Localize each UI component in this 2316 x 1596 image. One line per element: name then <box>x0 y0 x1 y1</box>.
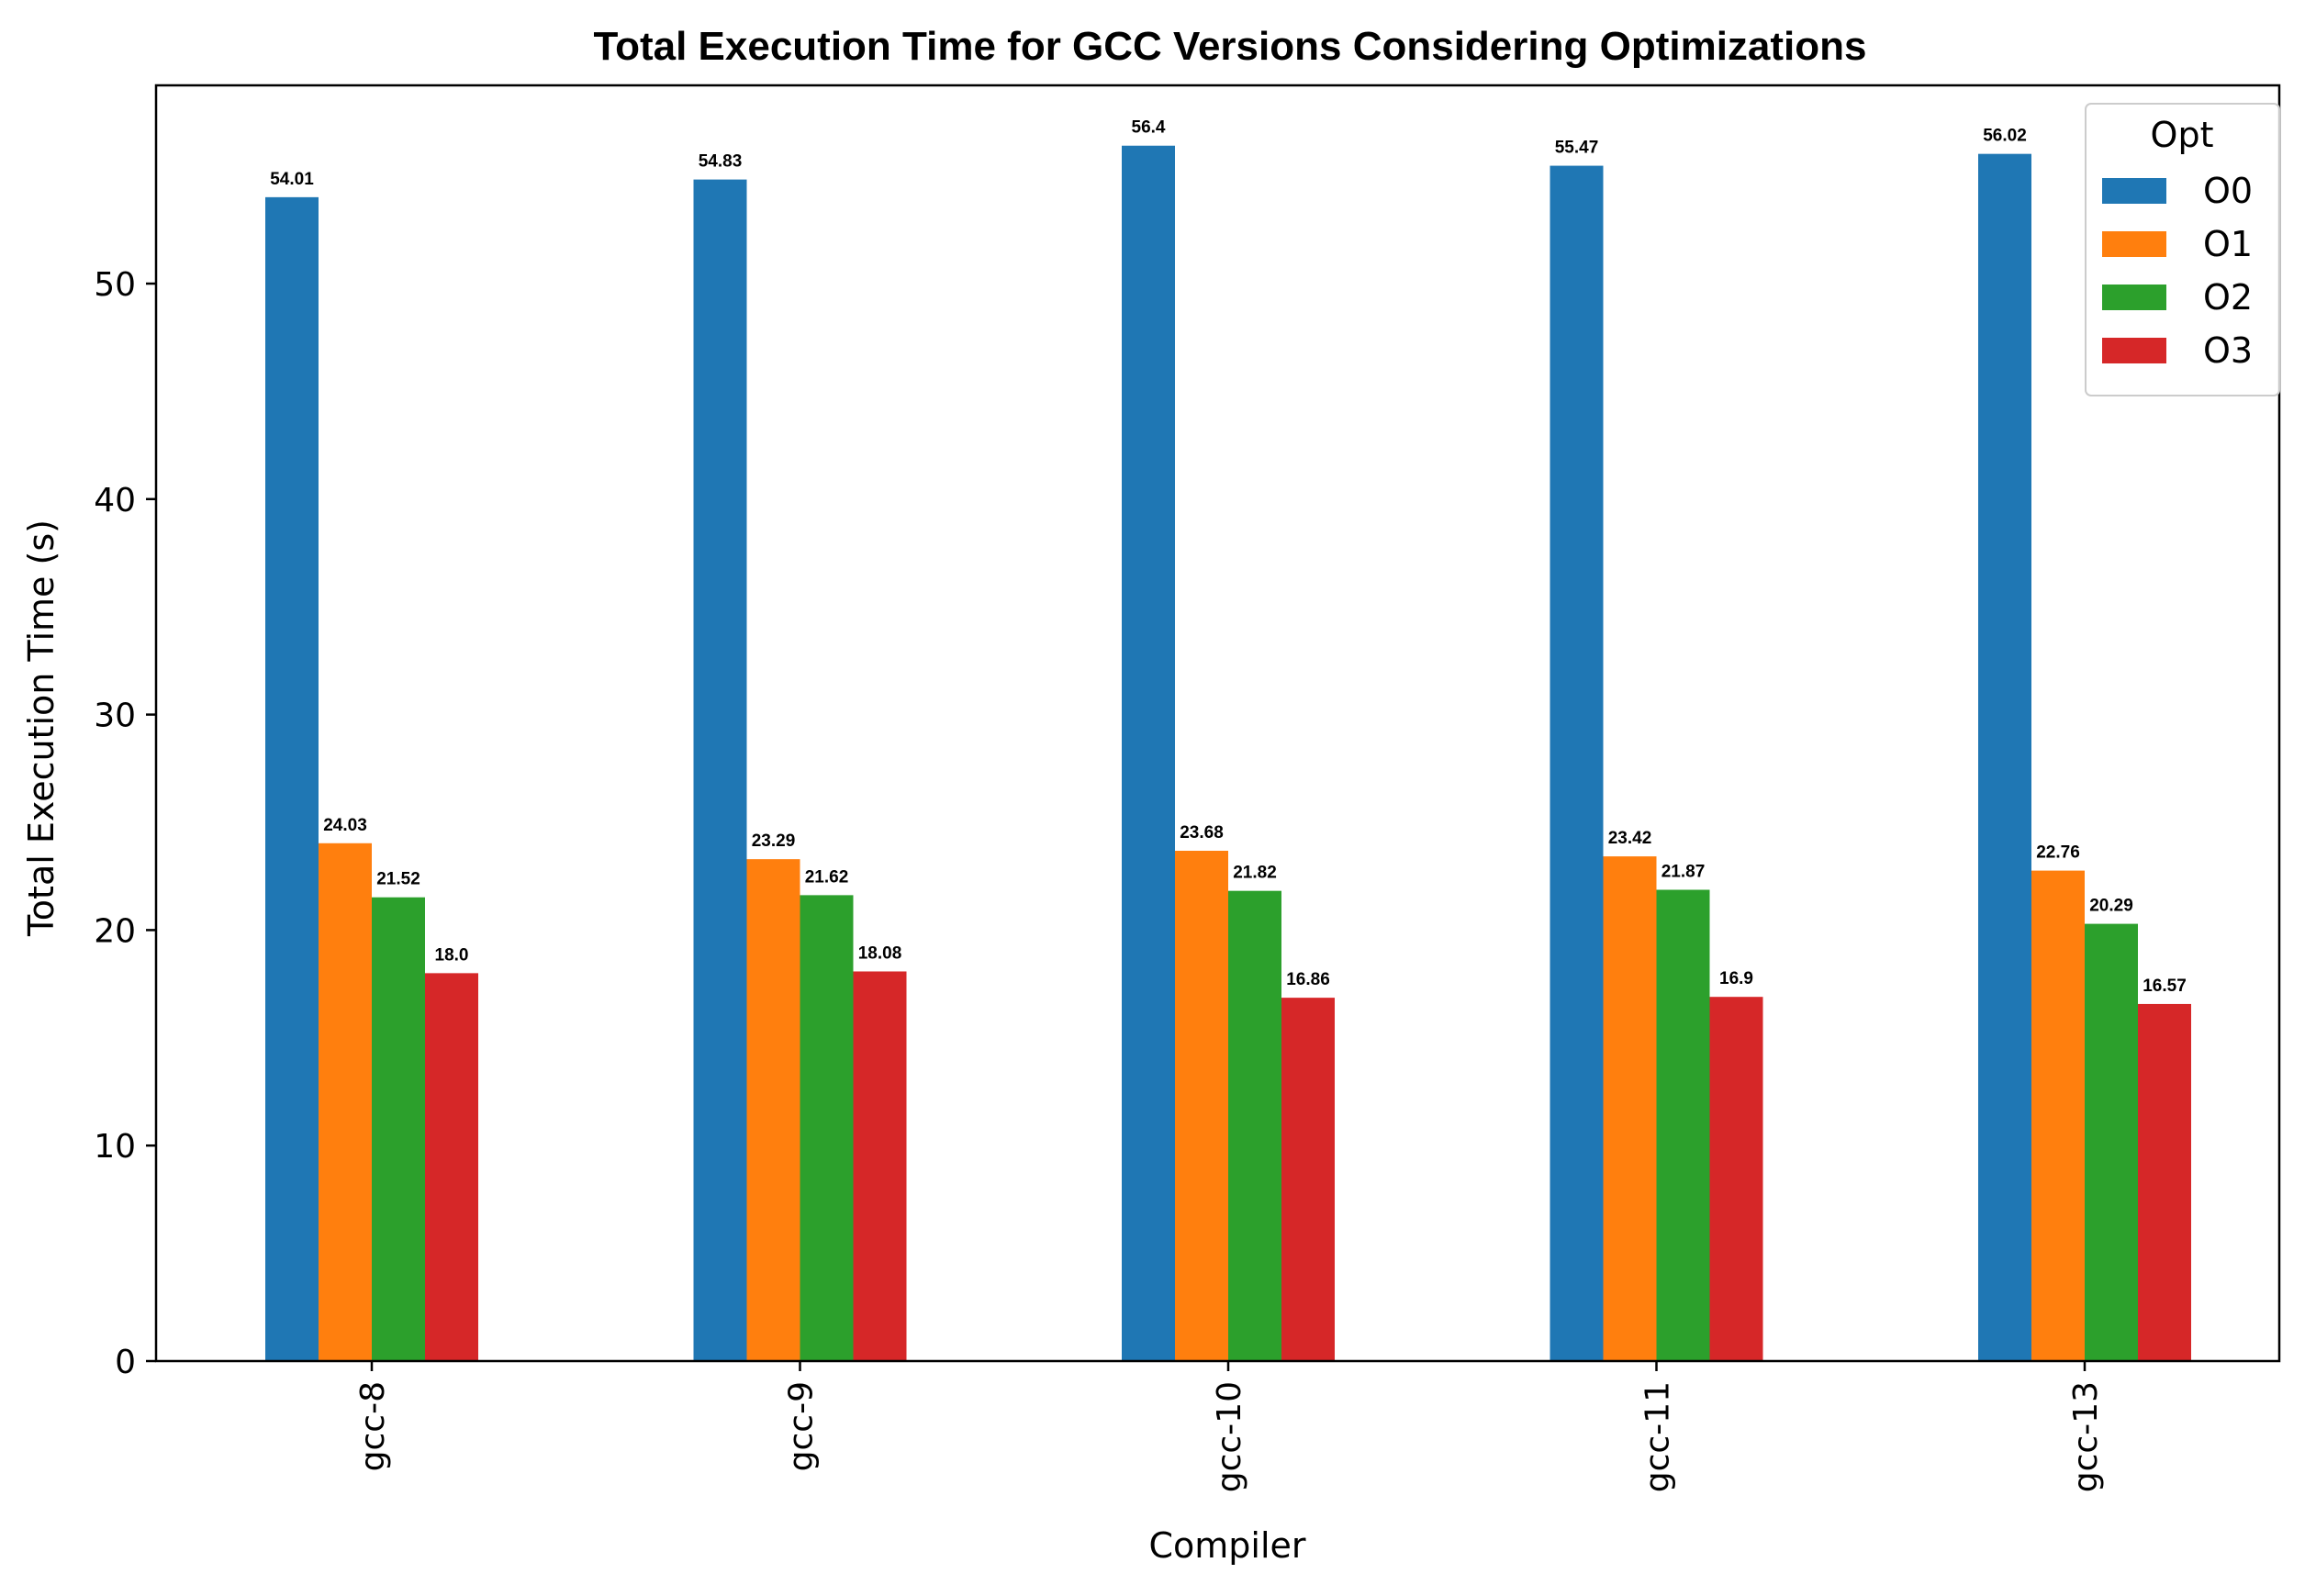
data-label-O1-gcc-10: 23.68 <box>1180 823 1224 843</box>
bar-O2-gcc-11 <box>1656 889 1710 1361</box>
bar-O3-gcc-11 <box>1709 997 1763 1361</box>
bar-O3-gcc-10 <box>1281 998 1335 1361</box>
data-label-O1-gcc-8: 24.03 <box>323 816 367 835</box>
bar-O0-gcc-8 <box>265 196 319 1361</box>
chart-title: Total Execution Time for GCC Versions Co… <box>593 24 1866 69</box>
x-tick-label-gcc-11: gcc-11 <box>1639 1381 1677 1492</box>
y-tick-label: 20 <box>94 912 136 950</box>
bar-O1-gcc-10 <box>1175 851 1228 1361</box>
legend-title: Opt <box>2151 115 2214 155</box>
data-label-O3-gcc-10: 16.86 <box>1286 970 1330 989</box>
data-label-O2-gcc-9: 21.62 <box>805 867 849 887</box>
bar-O3-gcc-8 <box>425 973 478 1361</box>
data-label-O2-gcc-10: 21.82 <box>1233 864 1277 883</box>
data-label-O3-gcc-9: 18.08 <box>858 943 902 963</box>
x-tick-label-gcc-10: gcc-10 <box>1211 1381 1248 1492</box>
data-labels-layer: 54.01 54.83 56.4 55.47 56.02 24.03 23.29 23.68 2… <box>270 118 2187 996</box>
legend-swatch-O1 <box>2102 231 2166 257</box>
plot-frame <box>154 84 2281 1363</box>
legend-swatch-O2 <box>2102 285 2166 310</box>
bar-O1-gcc-13 <box>2031 870 2085 1361</box>
y-tick-label: 50 <box>94 266 136 304</box>
legend: Opt O0 O1 O2 O3 <box>2085 103 2280 396</box>
data-label-O1-gcc-9: 23.29 <box>752 831 796 851</box>
data-label-O1-gcc-11: 23.42 <box>1608 829 1652 848</box>
data-label-O0-gcc-9: 54.83 <box>699 152 743 172</box>
data-label-O3-gcc-11: 16.9 <box>1719 969 1753 988</box>
data-label-O0-gcc-11: 55.47 <box>1555 139 1599 158</box>
x-tick-label-gcc-9: gcc-9 <box>783 1381 821 1471</box>
legend-frame <box>2085 103 2280 396</box>
data-label-O0-gcc-8: 54.01 <box>270 170 314 189</box>
data-label-O3-gcc-13: 16.57 <box>2143 977 2187 996</box>
y-tick-label: 30 <box>94 698 136 735</box>
legend-swatch-O0 <box>2102 178 2166 204</box>
bar-O0-gcc-10 <box>1122 145 1175 1361</box>
data-label-O2-gcc-13: 20.29 <box>2089 897 2133 916</box>
x-axis-label: Compiler <box>1148 1525 1305 1566</box>
bar-O0-gcc-11 <box>1550 165 1604 1362</box>
y-tick-label: 10 <box>94 1128 136 1166</box>
x-tick-label-gcc-13: gcc-13 <box>2067 1381 2105 1492</box>
bar-O1-gcc-9 <box>746 859 800 1361</box>
axes-layer: 0 10 20 30 40 50 gcc-8 gcc-9 gcc-10 gcc-11 gcc-13 <box>94 84 2281 1492</box>
bar-O1-gcc-8 <box>319 843 372 1361</box>
bar-O2-gcc-9 <box>800 895 854 1361</box>
legend-label-O0: O0 <box>2203 171 2253 211</box>
legend-label-O3: O3 <box>2203 330 2253 371</box>
legend-items: O0 O1 O2 O3 <box>2102 171 2253 371</box>
data-label-O3-gcc-8: 18.0 <box>435 945 469 965</box>
legend-label-O1: O1 <box>2203 224 2253 264</box>
bars-layer <box>265 145 2191 1362</box>
data-label-O2-gcc-11: 21.87 <box>1661 862 1706 881</box>
bar-O2-gcc-13 <box>2085 923 2138 1361</box>
data-label-O0-gcc-10: 56.4 <box>1132 118 1166 138</box>
bar-O2-gcc-10 <box>1228 890 1281 1361</box>
bar-O1-gcc-11 <box>1603 856 1657 1361</box>
bar-O3-gcc-9 <box>853 971 907 1361</box>
legend-label-O2: O2 <box>2203 277 2253 318</box>
y-axis-label: Total Execution Time (s) <box>21 519 62 937</box>
legend-swatch-O3 <box>2102 338 2166 363</box>
data-label-O1-gcc-13: 22.76 <box>2036 843 2080 863</box>
y-tick-label: 0 <box>115 1344 136 1381</box>
bar-O3-gcc-13 <box>2138 1003 2191 1361</box>
bar-O2-gcc-8 <box>372 897 425 1361</box>
bar-O0-gcc-13 <box>1978 153 2031 1362</box>
data-label-O2-gcc-8: 21.52 <box>376 870 420 889</box>
bar-O0-gcc-9 <box>693 179 747 1361</box>
data-label-O0-gcc-13: 56.02 <box>1983 127 2027 146</box>
x-tick-label-gcc-8: gcc-8 <box>354 1381 392 1471</box>
y-tick-label: 40 <box>94 482 136 519</box>
